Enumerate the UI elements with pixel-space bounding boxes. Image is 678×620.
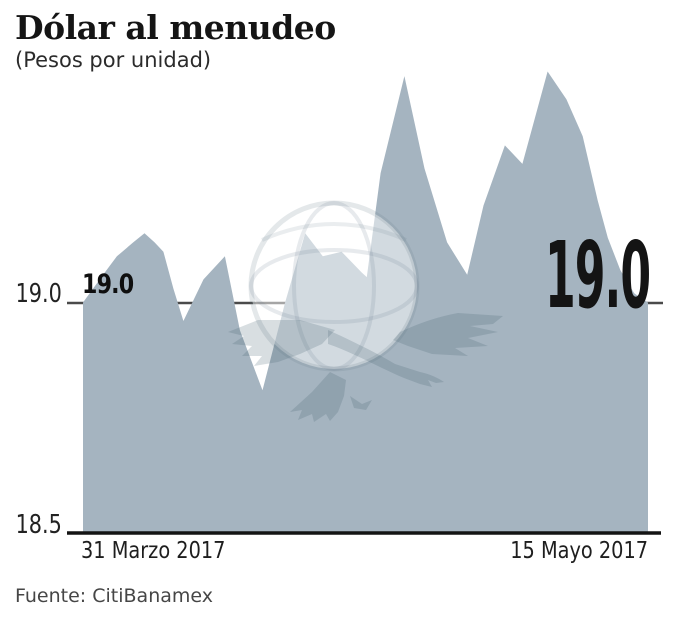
y-tick-19: 19.0 — [0, 279, 62, 309]
page-title: Dólar al menudeo — [15, 8, 336, 47]
globe-parallel2-icon — [261, 222, 407, 242]
watermark-logo — [228, 200, 503, 422]
y-tick-19-label: 19.0 — [15, 279, 62, 309]
globe-icon — [248, 200, 420, 372]
series-end-value-label: 19.0 — [545, 222, 651, 329]
source-credit: Fuente: CitiBanamex — [15, 585, 213, 607]
y-tick-18-5: 18.5 — [0, 510, 62, 540]
globe-meridian-icon — [292, 201, 376, 371]
x-tick-start-date: 31 Marzo 2017 — [81, 538, 226, 564]
y-tick-18-5-label: 18.5 — [15, 510, 62, 540]
globe-parallel-icon — [249, 248, 419, 324]
series-start-value-label: 19.0 — [82, 269, 134, 300]
chart-subtitle: (Pesos por unidad) — [15, 48, 212, 72]
eagle-icon — [228, 313, 503, 422]
x-tick-end-date: 15 Mayo 2017 — [510, 538, 648, 564]
